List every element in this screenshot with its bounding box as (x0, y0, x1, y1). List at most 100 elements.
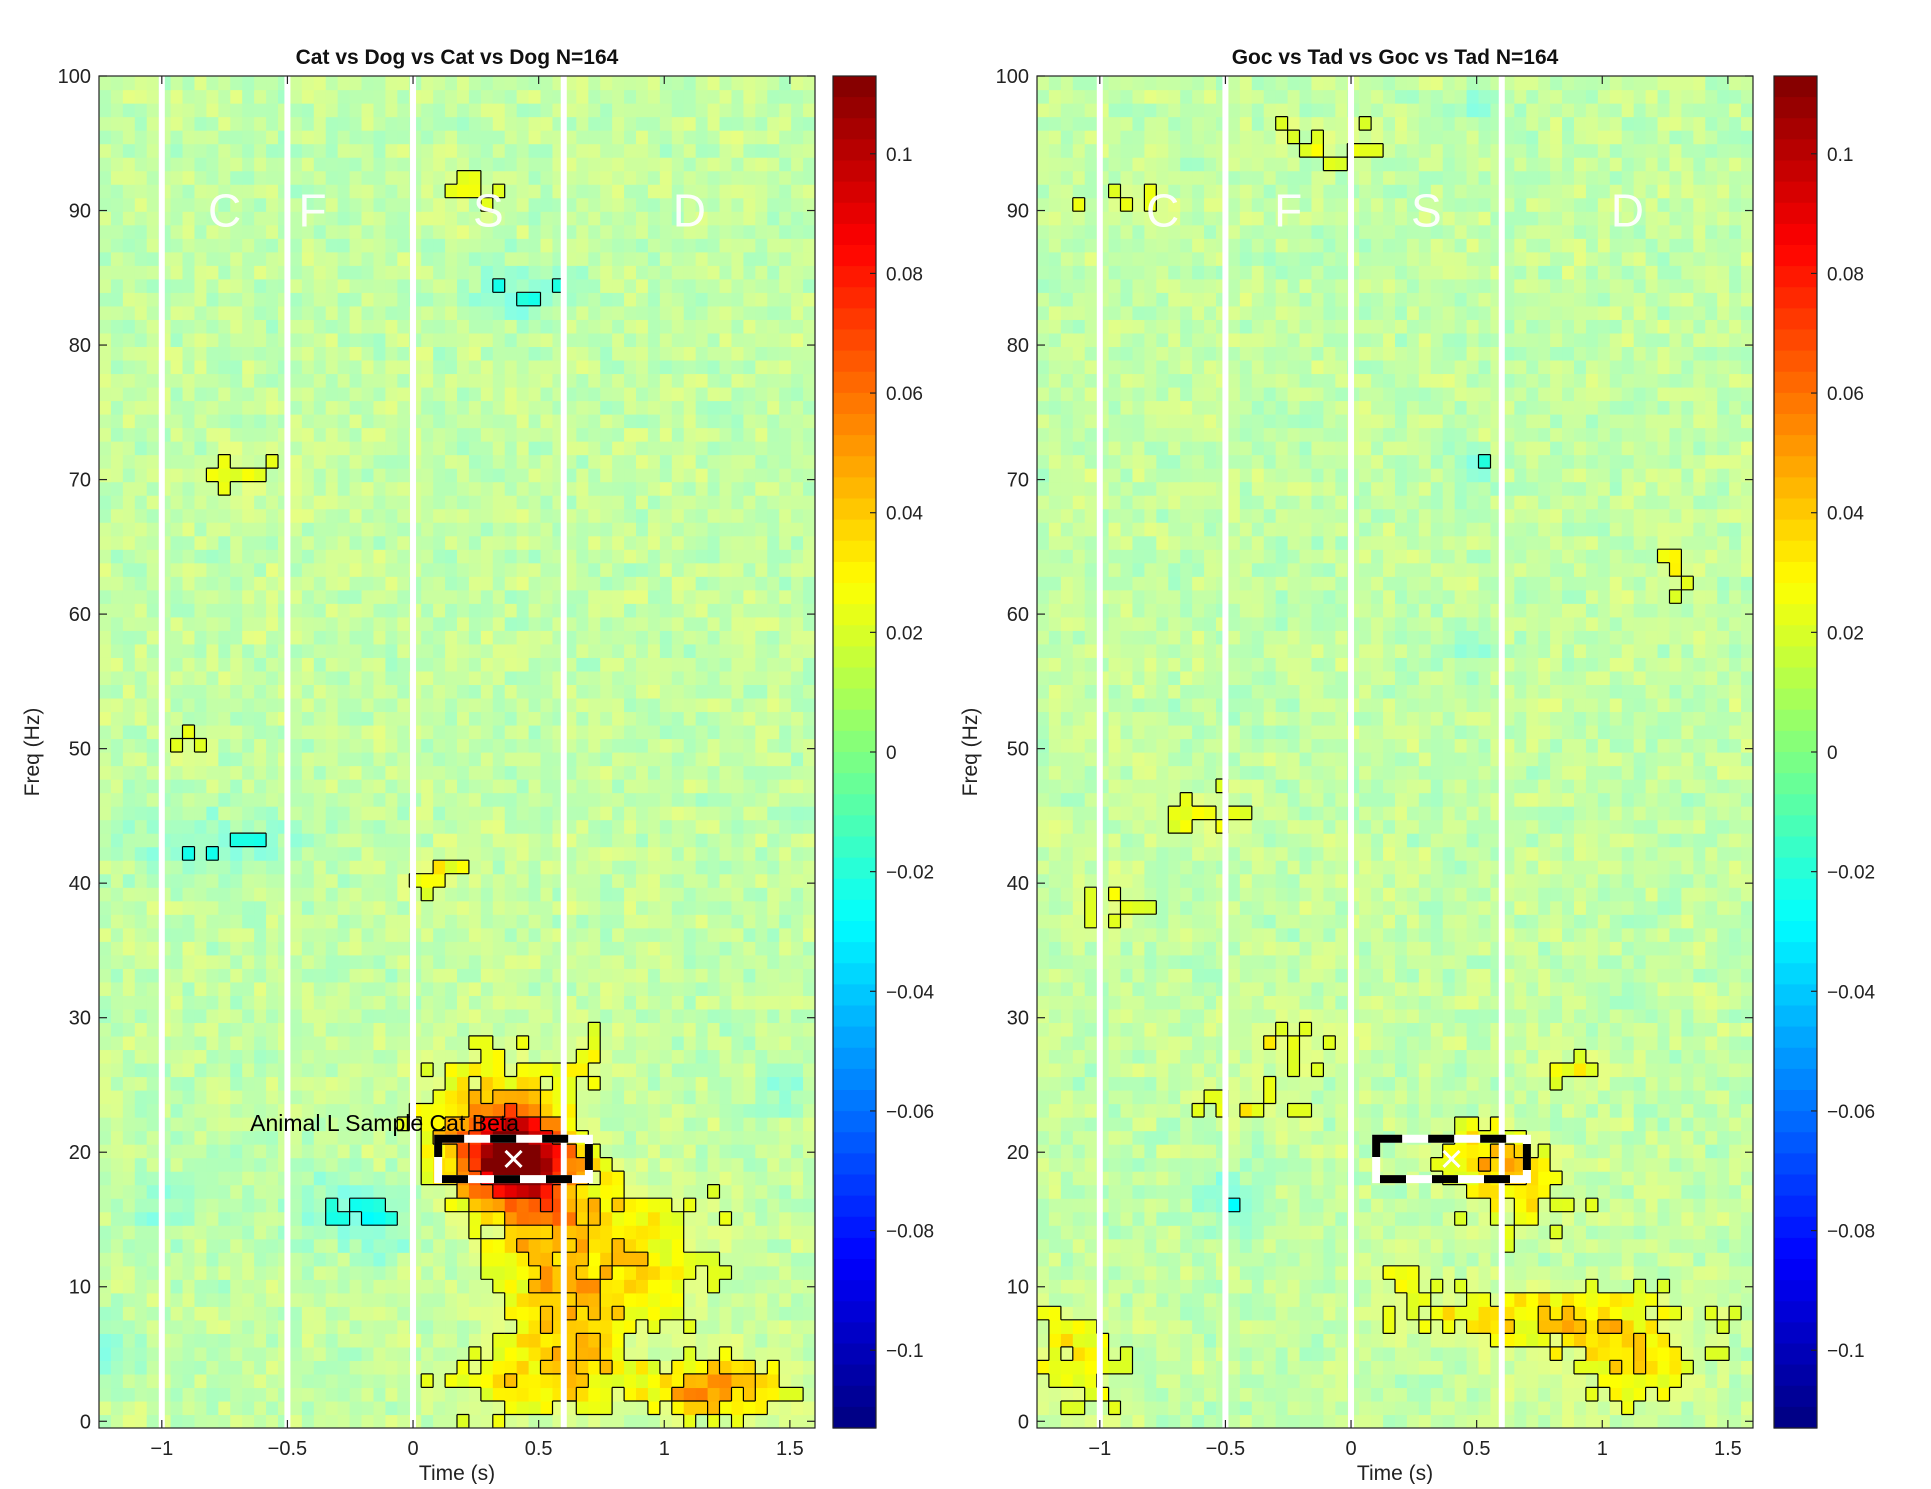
heatmap-cell (576, 576, 589, 591)
heatmap-cell (289, 1238, 303, 1253)
heatmap-cell (433, 616, 446, 631)
heatmap-cell (254, 765, 267, 780)
heatmap-cell (457, 441, 470, 456)
heatmap-cell (588, 711, 601, 726)
heatmap-cell (266, 603, 279, 618)
heatmap-cell (397, 1238, 410, 1253)
heatmap-cell (683, 846, 697, 861)
heatmap-cell (325, 603, 339, 618)
heatmap-cell (588, 373, 601, 388)
heatmap-cell (349, 819, 363, 834)
heatmap-cell (170, 1062, 184, 1078)
heatmap-cell (266, 927, 279, 942)
heatmap-cell (170, 697, 184, 713)
heatmap-cell (301, 468, 315, 483)
heatmap-cell (767, 1184, 780, 1199)
heatmap-cell (659, 386, 673, 402)
heatmap-cell (779, 819, 792, 834)
heatmap-cell (110, 630, 124, 645)
heatmap-cell (373, 1319, 386, 1334)
heatmap-cell (803, 657, 815, 672)
heatmap-cell (612, 752, 625, 767)
heatmap-cell (755, 1184, 768, 1199)
heatmap-cell (206, 1400, 219, 1416)
heatmap-cell (803, 968, 815, 983)
heatmap-cell (743, 1387, 756, 1402)
heatmap-cell (433, 1184, 446, 1199)
heatmap-cell (767, 319, 780, 334)
heatmap-cell (767, 359, 780, 375)
heatmap-cell (683, 711, 697, 726)
heatmap-cell (325, 1306, 339, 1321)
heatmap-cell (624, 1117, 637, 1132)
heatmap-cell (755, 468, 768, 483)
heatmap-cell (743, 765, 756, 780)
heatmap-cell (266, 752, 279, 767)
heatmap-cell (122, 616, 136, 631)
heatmap-cell (349, 1008, 363, 1023)
heatmap-cell (755, 562, 768, 577)
heatmap-cell (361, 1062, 375, 1078)
heatmap-cell (719, 1157, 733, 1172)
heatmap-cell (206, 1319, 219, 1334)
heatmap-cell (600, 1076, 613, 1091)
heatmap-cell (134, 1373, 148, 1389)
heatmap-cell (433, 468, 446, 483)
heatmap-cell (779, 414, 792, 429)
heatmap-cell (206, 1373, 219, 1389)
heatmap-cell (433, 1062, 446, 1078)
heatmap-cell (194, 373, 207, 388)
heatmap-cell (230, 752, 243, 767)
heatmap-cell (206, 1035, 219, 1051)
heatmap-cell (99, 900, 112, 915)
heatmap-cell (731, 779, 744, 794)
heatmap-cell (134, 414, 148, 429)
heatmap-cell (266, 630, 279, 645)
heatmap-cell (373, 684, 386, 699)
heatmap-cell (600, 562, 613, 577)
heatmap-cell (540, 684, 554, 699)
heatmap-cell (647, 630, 661, 645)
heatmap-cell (122, 1238, 136, 1253)
heatmap-cell (134, 441, 148, 456)
heatmap-cell (492, 657, 506, 672)
heatmap-cell (122, 1414, 136, 1428)
heatmap-cell (731, 1292, 744, 1307)
heatmap-cell (349, 1306, 363, 1321)
heatmap-cell (313, 1198, 327, 1213)
heatmap-cell (218, 752, 231, 767)
heatmap-cell (170, 941, 184, 956)
heatmap-cell (695, 981, 709, 996)
heatmap-cell (791, 1008, 804, 1023)
heatmap-cell (230, 724, 243, 740)
heatmap-cell (182, 1157, 196, 1172)
heatmap-cell (600, 454, 613, 469)
heatmap-cell (731, 1400, 744, 1416)
heatmap-cell (695, 697, 709, 713)
heatmap-cell (803, 643, 815, 658)
heatmap-cell (683, 1103, 697, 1118)
heatmap-cell (755, 1225, 768, 1240)
heatmap-cell (647, 589, 661, 604)
heatmap-cell (457, 1184, 470, 1199)
heatmap-cell (624, 1090, 637, 1105)
heatmap-cell (206, 1157, 219, 1172)
heatmap-cell (266, 657, 279, 672)
heatmap-cell (588, 1238, 601, 1253)
heatmap-cell (361, 454, 375, 469)
heatmap-cell (576, 846, 589, 861)
heatmap-cell (266, 995, 279, 1010)
heatmap-cell (492, 319, 506, 334)
heatmap-cell (325, 981, 339, 996)
heatmap-cell (755, 1252, 768, 1267)
heatmap-cell (647, 1062, 661, 1078)
heatmap-cell (636, 684, 649, 699)
heatmap-cell (504, 1346, 518, 1361)
heatmap-cell (695, 1130, 709, 1145)
heatmap-cell (254, 1279, 267, 1294)
heatmap-cell (731, 414, 744, 429)
heatmap-cell (540, 562, 554, 577)
heatmap-cell (755, 400, 768, 415)
heatmap-cell (588, 968, 601, 983)
heatmap-cell (325, 1346, 339, 1361)
